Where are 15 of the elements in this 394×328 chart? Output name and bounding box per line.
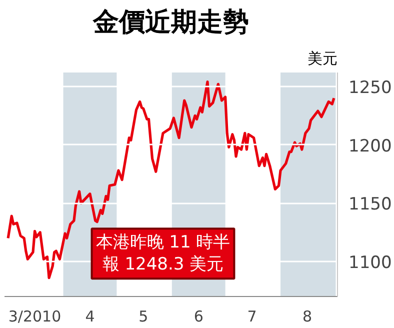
line-series bbox=[6, 80, 336, 280]
annotation: 報 1248.3 美元 bbox=[102, 254, 224, 275]
x-tick-label: 8 bbox=[302, 308, 312, 326]
y-tick-label: 1150 bbox=[348, 194, 392, 215]
x-tick-label: 7 bbox=[247, 308, 257, 326]
x-tick-label: 6 bbox=[194, 308, 204, 326]
chart-title: 金價近期走勢 bbox=[92, 8, 249, 38]
annotation: 本港昨晚 11 時半 bbox=[96, 232, 230, 253]
y-tick-label: 1100 bbox=[348, 253, 392, 273]
x-tick-label: 4 bbox=[85, 308, 95, 326]
x-tick-label: 3/2010 bbox=[8, 308, 62, 326]
x-tick-label: 5 bbox=[138, 308, 148, 326]
y-tick-label: 1250 bbox=[348, 78, 392, 98]
y-axis-title: 美元 bbox=[308, 50, 338, 68]
y-tick-label: 1200 bbox=[348, 136, 392, 156]
